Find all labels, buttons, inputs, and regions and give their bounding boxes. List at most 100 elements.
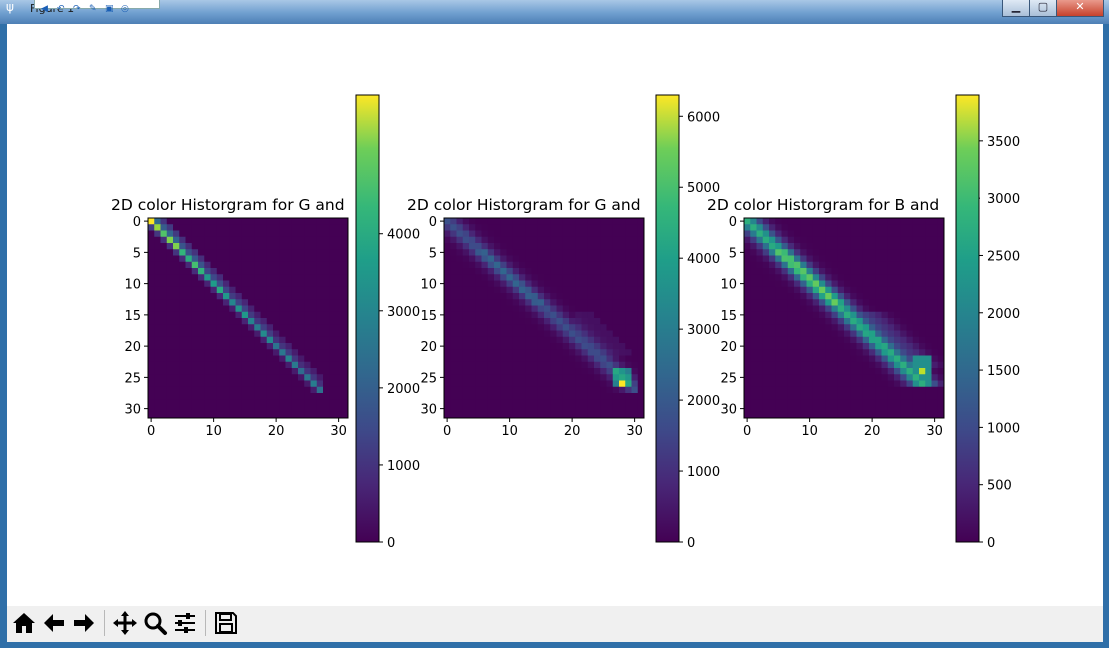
heatmap-cell [894,336,901,344]
heatmap-cell [223,386,230,394]
back-button[interactable] [40,608,68,638]
heatmap-cell [856,311,864,319]
configure-subplots-button[interactable] [171,608,199,638]
heatmap-cell [875,349,882,356]
heatmap-cell [794,230,801,238]
heatmap-cell [875,336,882,344]
heatmap-cell [304,374,311,381]
heatmap-cell [210,268,218,275]
heatmap-cell [537,330,545,338]
heatmap-cell [744,405,751,413]
heatmap-cell [260,399,268,406]
minimize-button[interactable]: ▁ [1002,0,1030,17]
heatmap-cell [191,411,199,419]
heatmap-cell [581,255,589,263]
heatmap-cell [869,255,876,263]
heatmap-cell [323,261,330,269]
heatmap-cell [506,268,514,275]
heatmap-cell [812,255,820,263]
heatmap-cell [756,293,764,300]
heatmap-cell [191,368,199,375]
heatmap-cell [273,355,280,363]
heatmap-cell [487,411,495,419]
heatmap-cell [625,355,632,363]
heatmap-cell [919,268,926,275]
heatmap-cell [925,374,932,381]
heatmap-cell [456,224,464,231]
heatmap-cell [291,368,299,375]
heatmap-cell [919,411,926,419]
heatmap-cell [310,374,318,381]
maximize-button[interactable]: ▢ [1029,0,1057,17]
heatmap-cell [273,249,280,256]
heatmap-cell [462,336,470,344]
heatmap-cell [298,349,305,356]
heatmap-cell [519,305,526,313]
heatmap-cell [581,361,589,369]
heatmap-cell [912,336,920,344]
heatmap-cell [329,399,336,406]
pan-button[interactable] [111,608,139,638]
home-button[interactable] [10,608,38,638]
heatmap-cell [519,330,526,338]
heatmap-cell [556,324,564,331]
save-button[interactable] [212,608,240,638]
heatmap-cell [210,368,218,375]
heatmap-cell [481,224,489,231]
redo-icon[interactable]: ↷ [73,4,81,14]
heatmap-cell [310,393,318,400]
heatmap-cell [444,243,451,250]
heatmap-cell [462,268,470,275]
close-button[interactable]: ✕ [1056,0,1104,17]
heatmap-cell [462,361,470,369]
undo-icon[interactable]: ↶ [57,4,65,14]
heatmap-cell [756,249,764,256]
heatmap-cell [750,224,757,231]
heatmap-cell [341,280,349,288]
heatmap-cell [291,330,299,338]
heatmap-cell [512,268,520,275]
heatmap-cell [291,386,299,394]
heatmap-cell [166,399,174,406]
heatmap-cell [506,255,514,263]
heatmap-cell [266,293,274,300]
zoom-button[interactable] [141,608,169,638]
heatmap-cell [600,380,607,388]
help-icon[interactable]: ◎ [121,4,129,14]
heatmap-cell [844,374,851,381]
forward-button[interactable] [70,608,98,638]
y-tick-label: 10 [420,278,437,293]
heatmap-cell [216,261,224,269]
quick-access-toolbar: ◀ ↶ ↷ ✎ ▣ ◎ [34,0,160,14]
heatmap-cell [919,305,926,313]
heatmap-cell [862,330,870,338]
heatmap-cell [166,224,174,231]
clipboard-icon[interactable]: ▣ [105,4,114,14]
heatmap-cell [160,349,168,356]
heatmap-cell [537,249,545,256]
heatmap-cell [475,280,482,288]
heatmap-cell [310,230,318,238]
heatmap-cell [631,274,639,281]
heatmap-cell [241,405,249,413]
heatmap-cell [335,386,343,394]
edit-icon[interactable]: ✎ [89,4,97,14]
heatmap-cell [562,286,570,294]
plot-title: 2D color Historgram for G and [111,196,345,214]
heatmap-cell [800,293,807,300]
heatmap-cell [856,386,864,394]
heatmap-cell [323,311,330,319]
heatmap-cell [166,255,174,263]
heatmap-cell [191,374,199,381]
heatmap-cell [500,286,507,294]
heatmap-cell [812,349,820,356]
heatmap-cell [506,261,514,269]
heatmap-cell [191,380,199,388]
back-icon[interactable]: ◀ [41,4,48,14]
heatmap-cell [812,224,820,231]
heatmap-cell [160,380,168,388]
heatmap-cell [744,393,751,400]
heatmap-cell [506,299,514,306]
heatmap-cell [775,311,782,319]
heatmap-cell [506,393,514,400]
